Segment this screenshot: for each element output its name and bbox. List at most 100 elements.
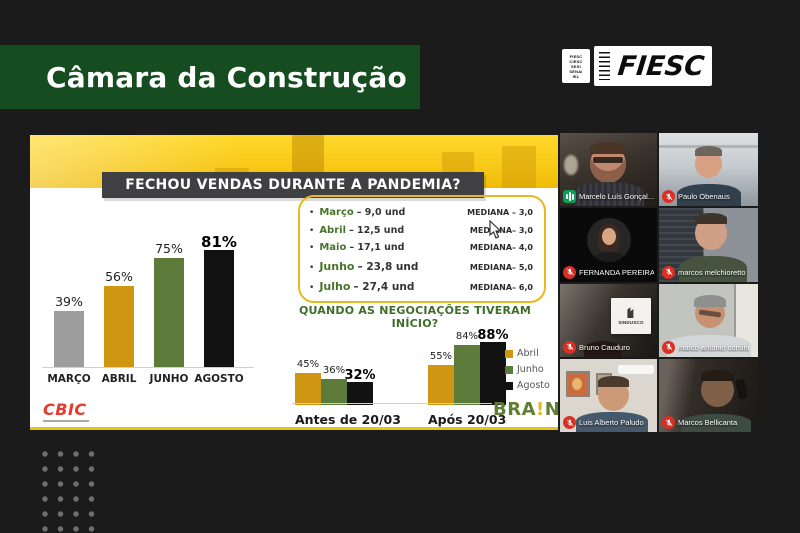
- scene-ac-unit: [618, 364, 654, 377]
- bar-agosto-apos: 88%: [477, 328, 509, 405]
- participant-tile-bellicanta[interactable]: Marcos Bellicanta: [659, 358, 758, 432]
- participant-hair: [695, 213, 727, 225]
- scene-window-frame: [734, 283, 736, 357]
- participant-tile-paulo[interactable]: Paulo Obenaus: [659, 133, 758, 207]
- negotiations-grouped-bar-chart: 45% 36% 32% Antes de 20/03 55%: [295, 320, 509, 427]
- audio-speaking-icon: [563, 190, 576, 204]
- participant-name: Marcos Bellicanta: [678, 418, 738, 427]
- summary-month: Maio: [319, 242, 347, 254]
- participant-tile-bruno[interactable]: SINDUSCO Bruno Cauduro: [560, 283, 657, 357]
- cbic-logo: CBIC: [43, 400, 89, 422]
- summary-row: • Abril – 12,5 und MEDIANA– 3,0: [309, 225, 533, 236]
- legend-item: Junho: [505, 364, 550, 375]
- summary-month: Abril: [319, 224, 346, 236]
- bar-abril-antes: 45%: [295, 359, 321, 405]
- group-label: Após 20/03: [427, 412, 507, 427]
- mic-muted-icon: [563, 340, 576, 354]
- bar-value-label: 36%: [322, 365, 346, 377]
- phone-in-hand: [735, 378, 748, 400]
- participant-name: Luis Alberto Paludo: [579, 418, 644, 427]
- legend-label: Agosto: [517, 380, 550, 391]
- bar-value-label: 55%: [429, 351, 453, 363]
- bar-abril: 56% ABRIL: [100, 227, 138, 387]
- bar-marco: 39% MARÇO: [47, 227, 90, 387]
- bar: [204, 249, 234, 367]
- bar: [104, 285, 134, 367]
- participant-torso: [679, 255, 747, 282]
- participant-tile-fernanda[interactable]: FERNANDA PEREIRA...: [560, 208, 657, 282]
- bullet-icon: •: [309, 225, 315, 236]
- summary-month: Março: [319, 207, 354, 219]
- slide-title: FECHOU VENDAS DURANTE A PANDEMIA?: [102, 172, 484, 198]
- bullet-icon: •: [309, 243, 315, 254]
- participant-tile-corsini[interactable]: marco antonio corsini: [659, 283, 758, 357]
- summary-mediana: MEDIANA– 4,0: [469, 243, 533, 253]
- participant-torso: [576, 412, 648, 432]
- bar: [453, 344, 480, 405]
- participant-hair: [695, 146, 722, 156]
- brain-logo-bang: !: [536, 399, 545, 420]
- avatar-face: [601, 228, 616, 246]
- bullet-icon: •: [309, 282, 315, 293]
- legend-label: Junho: [517, 364, 544, 375]
- fiesc-sub-line: IEL: [572, 73, 580, 79]
- negotiations-chart-title: QUANDO AS NEGOCIAÇÕES TIVERAM INÍCIO?: [298, 304, 532, 330]
- event-title: Câmara da Construção: [46, 60, 407, 94]
- summary-amount: – 27,4 und: [353, 280, 415, 293]
- participant-hair: [694, 294, 726, 307]
- group-antes: 45% 36% 32% Antes de 20/03: [295, 320, 401, 427]
- bar: [479, 341, 506, 405]
- fiesc-wordmark: FIESC: [616, 50, 706, 82]
- fiesc-sub-line: FIESC: [569, 53, 583, 59]
- summary-mediana: MEDIANA– 3,0: [469, 225, 533, 235]
- legend-swatch: [505, 381, 513, 390]
- sales-by-month-bar-chart: 39% MARÇO 56% ABRIL 75% JUNHO 81% AGOSTO: [47, 227, 250, 387]
- participant-tile-marcelo[interactable]: Marcelo Luís Gonçal...: [560, 133, 657, 207]
- bar-value-label: 56%: [105, 268, 133, 284]
- bar-junho-apos: 84%: [453, 330, 480, 405]
- bar-junho: 75% JUNHO: [150, 227, 189, 387]
- mic-muted-icon: [662, 416, 675, 429]
- decorative-dot-grid: [42, 451, 104, 533]
- mic-muted-icon: [563, 265, 576, 279]
- participant-name: marcos melchioretto: [678, 267, 746, 277]
- bar: [295, 372, 321, 405]
- bar-value-label: 81%: [201, 232, 237, 251]
- group-apos: 55% 84% 88% Após 20/03: [427, 320, 509, 427]
- summary-amount: – 9,0 und: [356, 207, 406, 219]
- fiesc-sub-line: CIESC: [569, 58, 583, 64]
- summary-amount: – 12,5 und: [349, 224, 405, 236]
- chart1-baseline: [42, 367, 254, 368]
- legend-label: Abril: [517, 348, 539, 359]
- fiesc-stripes-icon: [599, 52, 610, 80]
- poster-logo: [627, 307, 634, 318]
- bar: [54, 310, 84, 367]
- bar-category-label: ABRIL: [101, 373, 137, 385]
- summary-mediana: MEDIANA– 5,0: [469, 263, 533, 273]
- bar-value-label: 84%: [455, 330, 479, 342]
- bar: [347, 382, 373, 405]
- group-bars: 55% 84% 88%: [427, 320, 509, 405]
- participant-tile-paludo[interactable]: Luis Alberto Paludo: [560, 358, 657, 432]
- bar-abril-apos: 55%: [427, 351, 454, 405]
- bar: [154, 258, 184, 367]
- legend-swatch: [505, 365, 513, 374]
- participant-tile-marcos-melchioretto[interactable]: marcos melchioretto: [659, 208, 758, 282]
- participant-hair: [590, 142, 626, 154]
- mic-muted-icon: [662, 340, 675, 354]
- participant-name: Marcelo Luís Gonçal...: [579, 192, 655, 202]
- fiesc-sub-line: SESI: [571, 63, 581, 69]
- participant-head-top: [584, 340, 622, 357]
- legend-item: Abril: [505, 348, 550, 359]
- bar-value-label: 32%: [344, 368, 376, 383]
- summary-mediana: MEDIANA – 3,0: [467, 208, 533, 218]
- avatar-torso: [594, 252, 623, 263]
- brain-logo-text: BRA: [493, 399, 537, 420]
- fiesc-logo: FIESC: [594, 46, 712, 86]
- scene-lamp: [564, 155, 578, 175]
- mic-muted-icon: [662, 190, 675, 204]
- participant-torso: [681, 414, 751, 432]
- participant-hair: [701, 369, 734, 381]
- participant-name: Paulo Obenaus: [678, 192, 730, 202]
- poster-text: SINDUSCO: [618, 320, 644, 325]
